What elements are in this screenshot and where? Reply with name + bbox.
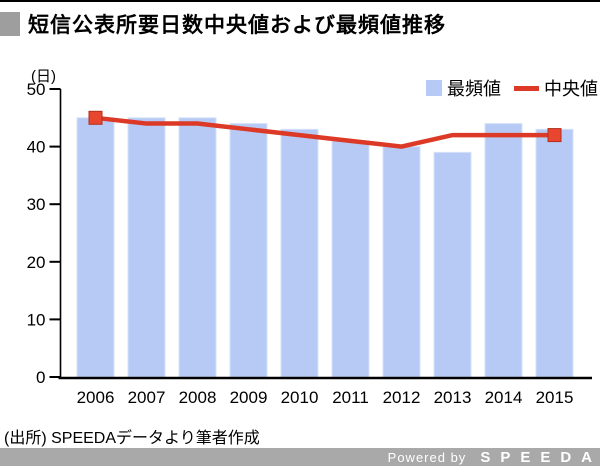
- x-label-2011: 2011: [332, 388, 369, 407]
- page-title: 短信公表所要日数中央値および最頻値推移: [28, 14, 446, 37]
- x-label-2013: 2013: [434, 388, 472, 407]
- x-label-2015: 2015: [536, 388, 574, 407]
- y-tick-label-30: 30: [27, 195, 46, 214]
- median-line-icon: [514, 85, 539, 91]
- median-marker-first: [88, 110, 103, 125]
- bar-2014: [484, 123, 523, 378]
- x-label-2008: 2008: [179, 388, 217, 407]
- legend-label-median: 中央値: [544, 79, 598, 99]
- x-label-2014: 2014: [485, 388, 523, 407]
- chart-area: (日) 0 10 20 30 40 50 2006 2007 2008 2009 2010 2011 20…: [0, 58, 600, 414]
- legend-label-mode: 最頻値: [447, 79, 501, 99]
- median-line: [95, 115, 555, 149]
- powered-by-banner: Powered by SPEEDA: [0, 448, 600, 466]
- bar-2012: [382, 146, 421, 378]
- x-label-2010: 2010: [281, 388, 319, 407]
- x-label-2007: 2007: [128, 388, 166, 407]
- source-note: (出所) SPEEDAデータより筆者作成: [4, 430, 260, 447]
- top-border-line: [0, 0, 600, 2]
- bar-2013: [433, 151, 472, 378]
- bar-2007: [127, 117, 166, 378]
- bar-2009: [229, 123, 268, 378]
- bar-2008: [178, 117, 217, 378]
- bar-2010: [280, 128, 319, 378]
- x-label-2012: 2012: [383, 388, 421, 407]
- legend-item-median: 中央値: [514, 75, 598, 101]
- x-label-2006: 2006: [77, 388, 115, 407]
- title-bullet-square: [0, 12, 20, 36]
- y-axis-unit-label: (日): [31, 68, 56, 85]
- legend-item-mode: 最頻値: [426, 75, 501, 101]
- chart-legend: 最頻値 中央値: [426, 75, 598, 101]
- median-marker-last: [547, 128, 562, 143]
- bar-2011: [331, 140, 370, 378]
- y-tick-label-20: 20: [27, 253, 46, 272]
- brand-logo-text: SPEEDA: [480, 448, 600, 466]
- title-row: 短信公表所要日数中央値および最頻値推移: [0, 11, 600, 37]
- mode-swatch-icon: [426, 80, 442, 96]
- y-tick-label-10: 10: [27, 310, 46, 329]
- powered-by-text: Powered by: [387, 449, 467, 465]
- y-tick-label-0: 0: [36, 368, 45, 387]
- chart-canvas: (日) 0 10 20 30 40 50 2006 2007 2008 2009 2010 2011 20…: [27, 68, 592, 407]
- y-tick-label-40: 40: [27, 138, 46, 157]
- bar-2006: [76, 117, 115, 378]
- y-tick-label-50: 50: [27, 80, 46, 99]
- bar-2015: [535, 128, 574, 378]
- x-label-2009: 2009: [230, 388, 268, 407]
